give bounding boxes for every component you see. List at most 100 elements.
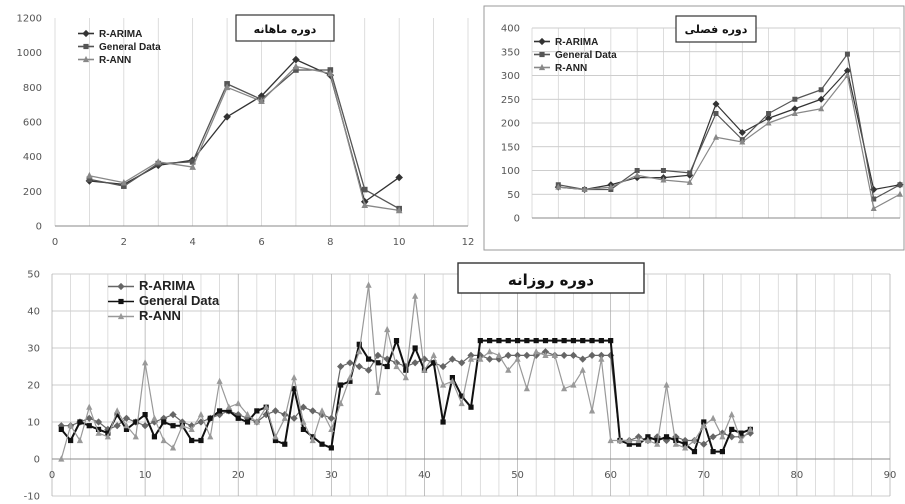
daily-data-point: [737, 436, 745, 444]
daily-data-point: [412, 292, 419, 299]
monthly-y-tick-label: 1200: [17, 14, 42, 25]
monthly-data-point: [395, 206, 403, 214]
seasonal-data-point: [607, 183, 614, 190]
daily-x-tick-label: 0: [49, 470, 55, 481]
seasonal-series-line: [558, 70, 901, 191]
daily-legend-marker: [118, 298, 124, 305]
seasonal-legend-marker: [538, 37, 546, 46]
daily-data-point: [188, 425, 195, 432]
daily-data-point: [67, 422, 74, 429]
daily-data-point: [374, 388, 381, 395]
seasonal-data-point: [713, 133, 719, 140]
daily-data-point: [542, 338, 549, 344]
daily-data-point: [439, 362, 447, 371]
daily-x-tick-label: 90: [884, 470, 897, 481]
seasonal-y-tick-label: 300: [501, 71, 520, 82]
daily-data-point: [598, 338, 604, 344]
daily-legend-label: General Data: [139, 293, 220, 308]
daily-data-point: [700, 440, 708, 448]
daily-data-point: [328, 445, 334, 451]
daily-series-general-data: [58, 338, 753, 455]
daily-data-point: [68, 437, 74, 444]
daily-data-point: [412, 345, 418, 351]
daily-data-point: [486, 355, 494, 363]
seasonal-data-point: [897, 190, 903, 197]
daily-x-tick-label: 10: [139, 470, 152, 481]
daily-data-point: [95, 429, 102, 436]
daily-data-point: [635, 436, 642, 444]
daily-data-point: [216, 411, 224, 419]
seasonal-y-tick-label: 250: [501, 95, 520, 106]
daily-data-point: [113, 422, 121, 430]
monthly-title: دوره ماهانه: [254, 23, 317, 36]
seasonal-data-point: [870, 205, 877, 211]
daily-data-point: [104, 433, 111, 440]
daily-title-box: [457, 262, 645, 294]
daily-data-point: [309, 407, 317, 415]
daily-x-tick-label: 60: [604, 470, 617, 481]
daily-data-point: [271, 407, 280, 415]
seasonal-data-point: [791, 110, 798, 116]
daily-data-point: [636, 441, 642, 447]
seasonal-data-point: [765, 114, 773, 122]
daily-data-point: [319, 441, 325, 447]
seasonal-legend-marker: [539, 51, 545, 58]
monthly-data-point: [154, 158, 162, 165]
daily-data-point: [384, 363, 390, 370]
monthly-data-point: [361, 186, 368, 193]
daily-data-point: [495, 355, 503, 363]
seasonal-data-point: [818, 87, 824, 93]
daily-data-point: [374, 351, 382, 359]
daily-data-point: [523, 385, 530, 392]
monthly-legend-entry: R-ARIMA: [78, 29, 142, 40]
daily-data-point: [514, 338, 521, 344]
daily-data-point: [524, 338, 530, 344]
seasonal-y-tick-label: 150: [501, 142, 520, 153]
daily-data-point: [738, 430, 744, 436]
monthly-x-tick-label: 8: [327, 237, 333, 248]
daily-data-point: [411, 359, 419, 367]
daily-data-point: [719, 449, 725, 455]
daily-data-point: [505, 366, 512, 373]
daily-data-point: [533, 338, 539, 344]
seasonal-data-point: [687, 170, 693, 176]
daily-data-point: [589, 338, 595, 344]
daily-data-point: [420, 355, 429, 363]
daily-data-point: [169, 411, 177, 419]
daily-data-point: [356, 348, 363, 355]
daily-data-point: [225, 403, 233, 410]
seasonal-data-point: [818, 105, 825, 112]
monthly-y-tick-label: 400: [23, 152, 42, 163]
monthly-x-tick-label: 0: [52, 237, 58, 248]
daily-data-point: [607, 436, 614, 444]
daily-data-point: [151, 434, 158, 440]
daily-data-point: [449, 377, 456, 384]
seasonal-legend-entry: General Data: [534, 50, 617, 61]
daily-data-point: [114, 412, 120, 418]
daily-data-point: [290, 414, 298, 422]
seasonal-data-point: [791, 105, 799, 113]
daily-data-point: [356, 341, 362, 347]
seasonal-series-r-ann: [555, 72, 903, 211]
daily-data-point: [254, 408, 260, 414]
daily-y-tick-label: 10: [27, 418, 40, 429]
daily-data-point: [496, 338, 502, 344]
daily-data-point: [663, 434, 670, 440]
seasonal-data-point: [792, 96, 798, 102]
daily-data-point: [132, 433, 139, 440]
daily-data-point: [729, 426, 735, 432]
daily-data-point: [569, 351, 578, 359]
daily-data-point: [86, 403, 93, 410]
daily-y-tick-label: 20: [27, 381, 40, 392]
daily-data-point: [393, 338, 400, 344]
daily-data-point: [701, 419, 707, 425]
daily-data-point: [160, 414, 168, 422]
seasonal-legend-label: R-ARIMA: [555, 37, 598, 48]
monthly-x-tick-label: 2: [121, 237, 127, 248]
daily-data-point: [58, 455, 65, 462]
seasonal-data-point: [765, 119, 772, 126]
seasonal-title: دوره فصلی: [685, 23, 748, 36]
daily-data-point: [393, 362, 400, 370]
daily-data-point: [300, 418, 307, 425]
